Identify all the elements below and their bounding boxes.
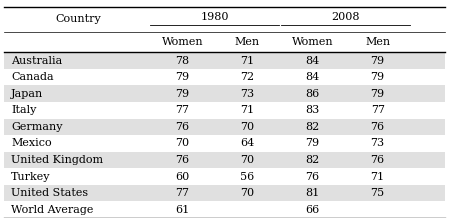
Text: Japan: Japan <box>11 89 44 99</box>
Text: Turkey: Turkey <box>11 172 51 182</box>
Text: United Kingdom: United Kingdom <box>11 155 103 165</box>
Text: Women: Women <box>162 37 203 47</box>
Text: 79: 79 <box>370 72 385 82</box>
Text: 70: 70 <box>240 155 255 165</box>
Text: 79: 79 <box>175 72 189 82</box>
Text: 78: 78 <box>175 56 189 66</box>
Text: 70: 70 <box>240 122 255 132</box>
Text: 86: 86 <box>305 89 320 99</box>
Text: 76: 76 <box>175 155 189 165</box>
Text: Australia: Australia <box>11 56 62 66</box>
Text: 79: 79 <box>370 89 385 99</box>
Text: 77: 77 <box>175 188 189 198</box>
Text: 84: 84 <box>305 72 320 82</box>
Text: 76: 76 <box>370 155 385 165</box>
Text: Country: Country <box>55 14 101 24</box>
Text: Men: Men <box>235 37 260 47</box>
Text: 79: 79 <box>175 89 189 99</box>
Text: 79: 79 <box>305 138 320 148</box>
Text: Germany: Germany <box>11 122 63 132</box>
Text: 84: 84 <box>305 56 320 66</box>
Text: Mexico: Mexico <box>11 138 52 148</box>
Text: 64: 64 <box>240 138 255 148</box>
Text: 71: 71 <box>240 105 255 115</box>
Bar <box>4 201 445 218</box>
Text: 70: 70 <box>240 188 255 198</box>
Text: 76: 76 <box>370 122 385 132</box>
Text: 2008: 2008 <box>331 12 359 22</box>
Text: United States: United States <box>11 188 88 198</box>
Text: 82: 82 <box>305 155 320 165</box>
Bar <box>4 85 445 102</box>
Text: Italy: Italy <box>11 105 37 115</box>
Text: Women: Women <box>292 37 333 47</box>
Text: 66: 66 <box>305 205 320 215</box>
Text: 1980: 1980 <box>201 12 229 22</box>
Text: 82: 82 <box>305 122 320 132</box>
Bar <box>4 69 445 85</box>
Bar <box>4 152 445 168</box>
Text: 70: 70 <box>175 138 189 148</box>
Bar <box>4 119 445 135</box>
Text: 73: 73 <box>240 89 255 99</box>
Text: 61: 61 <box>175 205 189 215</box>
Text: 56: 56 <box>240 172 255 182</box>
Text: 77: 77 <box>370 105 385 115</box>
Text: 75: 75 <box>370 188 385 198</box>
Text: 60: 60 <box>175 172 189 182</box>
Bar <box>4 168 445 185</box>
Bar <box>4 135 445 152</box>
Text: 73: 73 <box>370 138 385 148</box>
Text: 71: 71 <box>240 56 255 66</box>
Text: 76: 76 <box>305 172 320 182</box>
Text: 77: 77 <box>175 105 189 115</box>
Text: 83: 83 <box>305 105 320 115</box>
Bar <box>4 102 445 119</box>
Bar <box>4 52 445 69</box>
Text: 79: 79 <box>370 56 385 66</box>
Text: 72: 72 <box>240 72 255 82</box>
Text: 76: 76 <box>175 122 189 132</box>
Text: 81: 81 <box>305 188 320 198</box>
Text: 71: 71 <box>370 172 385 182</box>
Text: Men: Men <box>365 37 390 47</box>
Text: World Average: World Average <box>11 205 93 215</box>
Bar <box>4 185 445 201</box>
Text: Canada: Canada <box>11 72 54 82</box>
